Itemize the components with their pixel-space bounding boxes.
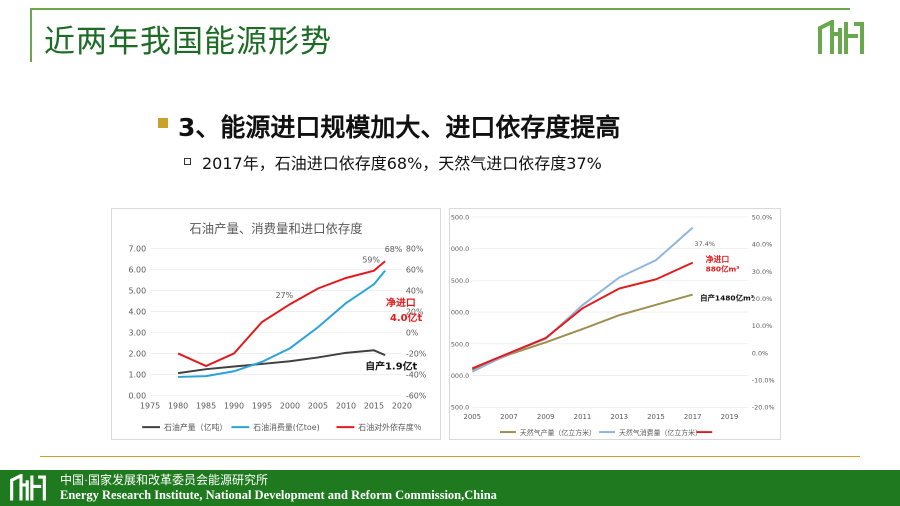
y2-tick-label: 10.0% — [752, 322, 772, 330]
subpoint-text: 2017年，石油进口依存度68%，天然气进口依存度37% — [202, 154, 602, 173]
chart-title: 石油产量、消费量和进口依存度 — [189, 221, 362, 236]
x-tick-label: 2005 — [308, 401, 328, 410]
x-tick-label: 2015 — [647, 413, 665, 421]
annotation-net-import-value: 880亿m³ — [706, 264, 740, 274]
y2-tick-label: -20% — [406, 349, 427, 358]
x-tick-label: 2017 — [684, 413, 702, 421]
annotation-59: 59% — [362, 255, 380, 264]
y2-tick-label: 0% — [406, 328, 419, 337]
y-tick-label: 500.0 — [451, 404, 469, 412]
x-tick-label: 2015 — [364, 401, 384, 410]
oil-chart: 石油产量、消费量和进口依存度 0.00 1.00 2.00 3.00 4.00 5.00 6.… — [111, 208, 441, 440]
x-tick-label: 2005 — [463, 413, 481, 421]
series-line — [177, 260, 386, 368]
y2-tick-label: 80% — [406, 245, 424, 254]
legend-label: 石油产量（亿吨） — [164, 422, 227, 432]
x-tick-label: 2000 — [280, 401, 300, 410]
legend-label: 石油消费量(亿toe) — [253, 422, 320, 432]
y2-tick-label: 40.0% — [752, 241, 772, 249]
eri-logo-icon — [818, 20, 864, 54]
series-line — [178, 270, 386, 378]
annotation-68: 68% — [385, 245, 403, 254]
annotation-27: 27% — [276, 291, 294, 300]
series-line — [177, 349, 386, 375]
y2-tick-label: 0.0% — [752, 349, 768, 357]
y-tick-label: 2.00 — [128, 349, 146, 358]
x-tick-label: 2013 — [610, 413, 628, 421]
y2-tick-label: 60% — [406, 266, 424, 275]
page-title: 近两年我国能源形势 — [44, 24, 332, 60]
title-frame — [30, 8, 850, 62]
x-tick-label: 1995 — [252, 401, 272, 410]
x-tick-label: 1980 — [168, 401, 188, 410]
y-tick-label: 5.00 — [128, 287, 146, 296]
legend-label: 石油对外依存度％ — [358, 422, 421, 432]
footer-bar — [0, 470, 900, 506]
y2-tick-label: 50.0% — [752, 213, 772, 221]
y-tick-label: 7.00 — [128, 245, 146, 254]
legend-label: 天然气消费量（亿立方米） — [619, 428, 702, 437]
y-tick-label: 000.0 — [451, 245, 469, 253]
gas-chart: 500.0 000.0 500.0 000.0 500.0 000.0 500.0 -20.0… — [449, 208, 781, 440]
footer-org-cn: 中国·国家发展和改革委员会能源研究所 — [60, 473, 268, 487]
y-tick-label: 6.00 — [128, 266, 146, 275]
y-tick-label: 500.0 — [451, 213, 469, 221]
footer-divider — [40, 456, 860, 457]
x-tick-label: 2011 — [574, 413, 592, 421]
annotation-domestic: 自产1.9亿t — [365, 360, 417, 373]
x-tick-label: 2020 — [392, 401, 412, 410]
footer-org-en: Energy Research Institute, National Deve… — [60, 488, 497, 502]
series-line — [471, 261, 694, 370]
annotation-net-import: 净进口 — [386, 296, 416, 309]
y-tick-label: 0.00 — [128, 391, 146, 400]
y2-tick-label: -60% — [406, 391, 427, 400]
y-tick-label: 3.00 — [128, 328, 146, 337]
y2-tick-label: -40% — [406, 370, 427, 379]
x-tick-label: 2009 — [537, 413, 555, 421]
y-tick-label: 4.00 — [128, 308, 146, 317]
x-tick-label: 2010 — [336, 401, 356, 410]
y2-tick-label: 20% — [406, 308, 424, 317]
section-heading: 3、能源进口规模加大、进口依存度提高 — [178, 113, 621, 142]
annotation-net-import: 净进口 — [706, 254, 730, 264]
x-tick-label: 1985 — [196, 401, 216, 410]
y-tick-label: 500.0 — [451, 277, 469, 285]
annotation-net-import-value: 4.0亿t — [390, 311, 422, 324]
y2-tick-label: -20.0% — [752, 404, 775, 412]
y2-tick-label: 20.0% — [752, 295, 772, 303]
y-tick-label: 500.0 — [451, 340, 469, 348]
x-tick-label: 2019 — [721, 413, 739, 421]
x-tick-label: 1990 — [224, 401, 244, 410]
heading-bullet-icon — [158, 118, 168, 128]
legend-label: 天然气产量（亿立方米） — [520, 428, 596, 437]
x-tick-label: 2007 — [500, 413, 518, 421]
y2-tick-label: -10.0% — [752, 377, 775, 385]
annotation-37: 37.4% — [695, 240, 715, 248]
y2-tick-label: 30.0% — [752, 268, 772, 276]
x-tick-label: 1975 — [140, 401, 160, 410]
annotation-domestic: 自产1480亿m³ — [700, 293, 754, 303]
footer-logo-icon — [10, 474, 46, 501]
y-tick-label: 000.0 — [451, 309, 469, 317]
series-line — [471, 226, 694, 373]
y2-tick-label: 40% — [406, 287, 424, 296]
y-tick-label: 000.0 — [451, 372, 469, 380]
y-tick-label: 1.00 — [128, 370, 146, 379]
subpoint-bullet-icon — [184, 158, 191, 165]
